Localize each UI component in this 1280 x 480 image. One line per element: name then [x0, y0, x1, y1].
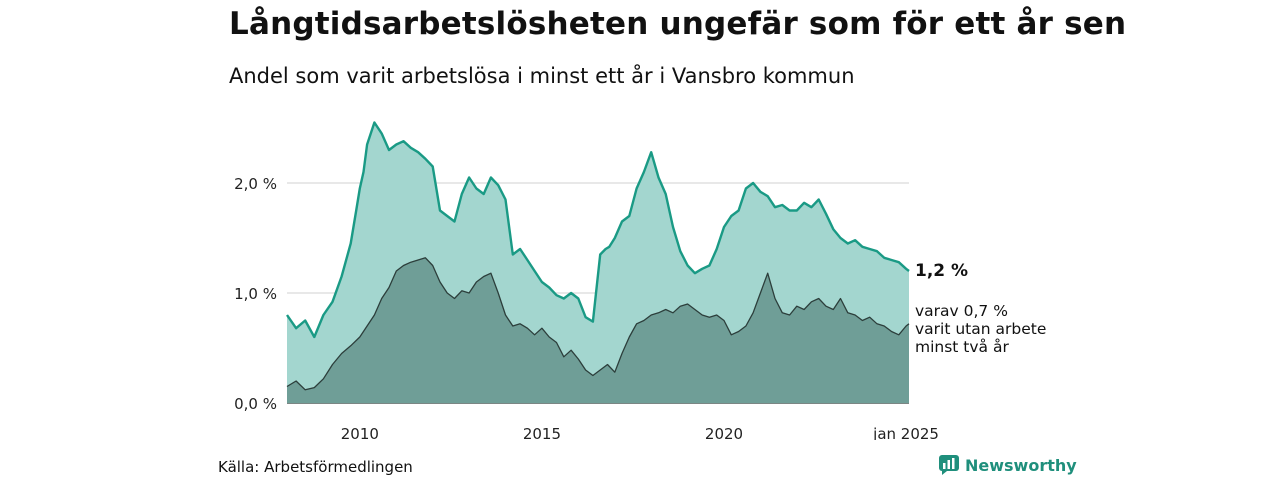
area-chart: 0,0 % 1,0 % 2,0 % 2010 2015 2020 jan 2025 1,2…: [234, 121, 1046, 440]
end-label-sub-line-1: varav 0,7 %: [915, 302, 1008, 320]
end-label-sub-line-2: varit utan arbete: [915, 320, 1046, 338]
chart-title: Långtidsarbetslösheten ungefär som för e…: [229, 6, 1127, 42]
end-label-main: 1,2 %: [915, 261, 968, 281]
x-axis-ticks: 2010 2015 2020 jan 2025: [341, 425, 939, 440]
chart-areas: [286, 121, 910, 403]
end-label-sub-line-3: minst två år: [915, 338, 1009, 356]
y-tick-label: 2,0 %: [234, 175, 277, 193]
x-tick-label: 2015: [523, 425, 561, 440]
x-tick-label: jan 2025: [872, 425, 939, 440]
y-axis-ticks: 0,0 % 1,0 % 2,0 %: [234, 175, 277, 413]
x-tick-label: 2020: [705, 425, 743, 440]
y-tick-label: 1,0 %: [234, 285, 277, 303]
series-line-minst-ett-ar: [286, 121, 910, 339]
brand-logo: Newsworthy: [939, 455, 1077, 475]
chart-subtitle: Andel som varit arbetslösa i minst ett å…: [229, 64, 855, 88]
series-line-minst-tva-ar: [286, 257, 910, 391]
x-tick-label: 2010: [341, 425, 379, 440]
newsworthy-icon: [939, 455, 959, 475]
area-fill-minst-tva-ar: [287, 257, 909, 403]
source-note: Källa: Arbetsförmedlingen: [218, 458, 413, 476]
brand-name: Newsworthy: [965, 455, 1077, 475]
y-tick-label: 0,0 %: [234, 395, 277, 413]
